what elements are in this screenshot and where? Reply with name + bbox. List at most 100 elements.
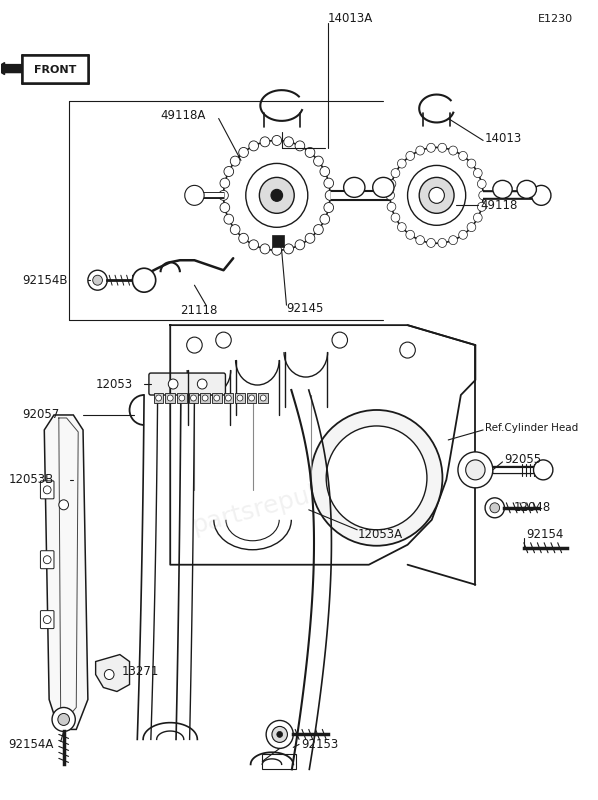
Text: 92154A: 92154A <box>8 738 54 751</box>
Circle shape <box>187 337 202 353</box>
Circle shape <box>260 244 270 254</box>
Text: 12053B: 12053B <box>8 474 54 486</box>
Circle shape <box>313 225 324 234</box>
Circle shape <box>132 268 155 292</box>
Circle shape <box>448 146 457 155</box>
Text: 92145: 92145 <box>286 302 324 314</box>
Circle shape <box>448 236 457 245</box>
Circle shape <box>477 202 486 211</box>
Bar <box>188 393 199 403</box>
Circle shape <box>387 179 396 188</box>
Bar <box>212 393 222 403</box>
Text: 13271: 13271 <box>122 665 159 678</box>
Circle shape <box>332 332 347 348</box>
Circle shape <box>305 147 315 158</box>
Circle shape <box>225 395 231 401</box>
FancyBboxPatch shape <box>149 373 225 395</box>
Circle shape <box>58 714 69 726</box>
Circle shape <box>390 147 483 243</box>
Circle shape <box>167 395 173 401</box>
Text: 12048: 12048 <box>514 502 551 514</box>
Circle shape <box>249 240 258 250</box>
Circle shape <box>197 379 207 389</box>
Circle shape <box>490 503 499 513</box>
Circle shape <box>249 141 258 151</box>
Circle shape <box>43 616 51 624</box>
Circle shape <box>59 500 69 510</box>
Circle shape <box>272 726 288 742</box>
Circle shape <box>266 721 293 748</box>
Circle shape <box>419 178 454 214</box>
Circle shape <box>185 186 204 206</box>
Circle shape <box>485 498 505 518</box>
Text: partsrepublik.de: partsrepublik.de <box>189 462 393 538</box>
Circle shape <box>320 166 329 177</box>
Circle shape <box>426 238 435 247</box>
Circle shape <box>406 151 414 161</box>
Circle shape <box>466 460 485 480</box>
Circle shape <box>52 707 75 731</box>
Circle shape <box>224 141 330 250</box>
Circle shape <box>459 230 468 239</box>
Circle shape <box>467 159 476 168</box>
Text: 92154B: 92154B <box>22 274 68 286</box>
Text: 92057: 92057 <box>22 409 59 422</box>
Circle shape <box>277 731 283 738</box>
Circle shape <box>214 395 219 401</box>
Circle shape <box>260 137 270 147</box>
Circle shape <box>438 143 447 152</box>
Circle shape <box>391 213 400 222</box>
Circle shape <box>408 166 466 226</box>
Bar <box>235 393 245 403</box>
Text: 92154: 92154 <box>526 528 563 542</box>
Circle shape <box>311 410 443 546</box>
Circle shape <box>224 166 234 177</box>
Circle shape <box>474 169 482 178</box>
Circle shape <box>191 395 196 401</box>
Text: 49118: 49118 <box>480 199 518 212</box>
Circle shape <box>239 234 248 243</box>
Circle shape <box>43 486 51 494</box>
Circle shape <box>230 225 240 234</box>
Circle shape <box>93 275 102 285</box>
Circle shape <box>477 179 486 188</box>
Circle shape <box>168 379 178 389</box>
Circle shape <box>313 156 324 166</box>
Circle shape <box>239 147 248 158</box>
Text: 12053: 12053 <box>96 378 133 390</box>
Circle shape <box>479 191 487 200</box>
Circle shape <box>216 332 231 348</box>
Circle shape <box>416 146 425 155</box>
Text: 92055: 92055 <box>505 454 542 466</box>
Text: 21118: 21118 <box>180 304 217 317</box>
Circle shape <box>230 156 240 166</box>
FancyBboxPatch shape <box>41 610 54 629</box>
Bar <box>272 235 283 247</box>
Circle shape <box>220 202 230 213</box>
Circle shape <box>246 163 308 227</box>
Circle shape <box>532 186 551 206</box>
Circle shape <box>305 234 315 243</box>
FancyBboxPatch shape <box>41 550 54 569</box>
Circle shape <box>284 244 294 254</box>
Bar <box>258 393 268 403</box>
Text: 12053A: 12053A <box>357 528 402 542</box>
Circle shape <box>219 190 228 200</box>
Text: 92153: 92153 <box>301 738 338 751</box>
Bar <box>247 393 257 403</box>
Circle shape <box>459 151 468 161</box>
Circle shape <box>416 236 425 245</box>
Circle shape <box>398 159 406 168</box>
Circle shape <box>249 395 255 401</box>
Ellipse shape <box>392 449 413 471</box>
Circle shape <box>237 395 243 401</box>
Bar <box>22 54 88 82</box>
Bar <box>154 393 163 403</box>
Circle shape <box>324 178 334 188</box>
Circle shape <box>43 556 51 564</box>
Circle shape <box>202 395 208 401</box>
Polygon shape <box>96 654 130 691</box>
Ellipse shape <box>344 178 365 198</box>
Bar <box>200 393 210 403</box>
Circle shape <box>326 426 427 530</box>
